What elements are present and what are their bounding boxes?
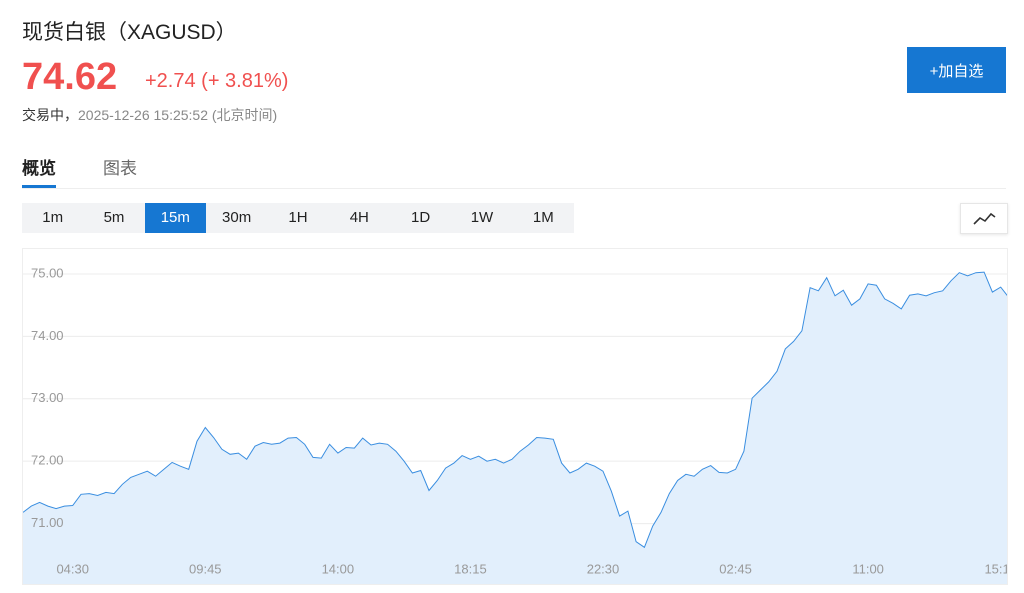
x-tick-label: 04:30 (56, 561, 89, 576)
y-tick-label: 72.00 (31, 453, 64, 468)
interval-button[interactable]: 1H (288, 209, 308, 226)
interval-button[interactable]: 5m (103, 209, 125, 226)
interval-button[interactable]: 4H (349, 209, 369, 226)
x-tick-label: 18:15 (454, 561, 487, 576)
interval-button[interactable]: 1W (470, 209, 494, 226)
chart: 71.00 72.00 73.00 74.00 75.00 04:30 09:45 14:00… (22, 248, 1008, 585)
timestamp: 2025-12-26 15:25:52 (北京时间) (78, 107, 278, 123)
chart-type-button[interactable] (960, 203, 1008, 234)
price: 74.62 (22, 56, 118, 98)
icon-line (973, 212, 996, 225)
chart-icon (973, 212, 996, 225)
x-tick-label: 09:45 (189, 561, 222, 576)
interval-button[interactable]: 1D (411, 209, 431, 226)
title: 现货白银（XAGUSD） (22, 21, 237, 44)
x-tick-label: 22:30 (587, 561, 620, 576)
interval-bar: 1m 5m 15m 30m 1H 4H 1D 1W 1M (22, 203, 574, 233)
y-tick-label: 73.00 (31, 390, 64, 405)
interval-button[interactable]: 1m (42, 209, 64, 226)
y-tick-label: 75.00 (31, 265, 64, 280)
tabs: 概览 图表 (22, 154, 1006, 189)
x-tick-label: 15:15 (984, 561, 1008, 576)
tab[interactable]: 图表 (103, 159, 137, 178)
status-line: 交易中，2025-12-26 15:25:52 (北京时间) (22, 105, 277, 125)
price-line (23, 271, 1007, 549)
area (23, 272, 1007, 584)
status: 交易中， (22, 107, 78, 123)
x-tick-label: 02:45 (719, 561, 752, 576)
interval-button[interactable]: 30m (222, 209, 252, 226)
x-tick-label: 11:00 (852, 561, 884, 576)
add-watchlist-button[interactable]: +加自选 (907, 47, 1006, 93)
interval-button[interactable]: 1M (532, 209, 554, 226)
y-tick-label: 74.00 (31, 328, 64, 343)
y-tick-label: 71.00 (31, 515, 64, 530)
price-change: +2.74 (+ 3.81%) (145, 70, 289, 92)
tab[interactable]: 概览 (22, 154, 56, 188)
x-tick-label: 14:00 (322, 561, 355, 576)
interval-button[interactable]: 15m (144, 203, 206, 233)
